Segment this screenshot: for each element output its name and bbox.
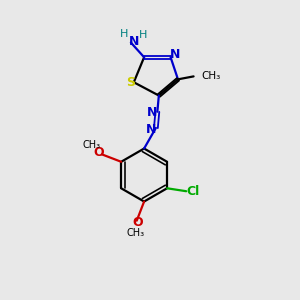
Text: CH₃: CH₃ — [126, 228, 144, 238]
Text: O: O — [132, 216, 143, 229]
Text: N: N — [146, 123, 156, 136]
Text: N: N — [129, 35, 140, 48]
Text: N: N — [147, 106, 157, 119]
Text: CH₃: CH₃ — [83, 140, 101, 150]
Text: CH₃: CH₃ — [202, 71, 221, 81]
Text: Cl: Cl — [186, 185, 199, 198]
Text: H: H — [120, 29, 129, 39]
Text: H: H — [139, 30, 147, 40]
Text: O: O — [94, 146, 104, 159]
Text: N: N — [170, 48, 180, 62]
Text: S: S — [126, 76, 135, 89]
